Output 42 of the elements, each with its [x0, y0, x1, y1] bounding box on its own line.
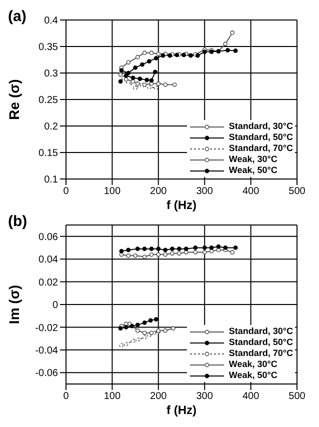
- legend-label: Standard, 30°C: [228, 121, 293, 132]
- y-tick-label: 0.2: [44, 122, 58, 133]
- y-axis-title: Re (σ): [6, 79, 22, 120]
- x-axis-title: f (Hz): [166, 198, 196, 212]
- legend-label: Weak, 50°C: [228, 370, 278, 381]
- y-tick-label: 0.02: [38, 277, 58, 288]
- x-tick-label: 100: [104, 391, 121, 402]
- y-tick-label: 0.1: [44, 174, 58, 186]
- legend-label: Standard, 70°C: [228, 143, 293, 154]
- y-tick-label: 0.4: [44, 16, 58, 27]
- x-tick-label: 200: [150, 186, 168, 198]
- legend-label: Weak, 30°C: [228, 359, 278, 370]
- y-tick-label: -0.06: [35, 368, 58, 380]
- x-axis-title: f (Hz): [166, 403, 196, 417]
- y-tick-label: 0.3: [44, 68, 58, 80]
- x-tick-label: 200: [150, 391, 168, 402]
- y-tick-label: 0.06: [38, 232, 58, 243]
- x-tick-label: 400: [242, 186, 260, 198]
- y-axis-title: Im (σ): [6, 284, 22, 324]
- x-tick-label: 100: [104, 186, 121, 198]
- x-tick-label: 0: [63, 186, 70, 198]
- legend-label: Weak, 50°C: [228, 165, 278, 176]
- legend-label: Weak, 30°C: [228, 154, 278, 165]
- chart-title: (b): [8, 213, 28, 230]
- y-tick-label: -0.04: [35, 345, 58, 356]
- legend-label: Standard, 50°C: [228, 337, 293, 348]
- x-tick-label: 300: [196, 186, 214, 198]
- legend-label: Standard, 50°C: [228, 132, 293, 143]
- legend-label: Standard, 30°C: [228, 326, 293, 337]
- x-tick-label: 500: [288, 391, 306, 402]
- x-tick-label: 300: [196, 391, 214, 402]
- chart-title: (a): [8, 8, 26, 25]
- y-tick-label: 0: [52, 300, 58, 312]
- y-tick-label: 0.35: [38, 42, 58, 54]
- y-tick-label: 0.15: [38, 148, 58, 160]
- x-tick-label: 500: [288, 186, 306, 198]
- y-tick-label: 0.04: [38, 254, 58, 266]
- x-tick-label: 0: [63, 391, 70, 402]
- y-tick-label: -0.02: [35, 322, 58, 334]
- y-tick-label: 0.25: [38, 95, 58, 106]
- legend-label: Standard, 70°C: [228, 348, 293, 359]
- x-tick-label: 400: [242, 391, 260, 402]
